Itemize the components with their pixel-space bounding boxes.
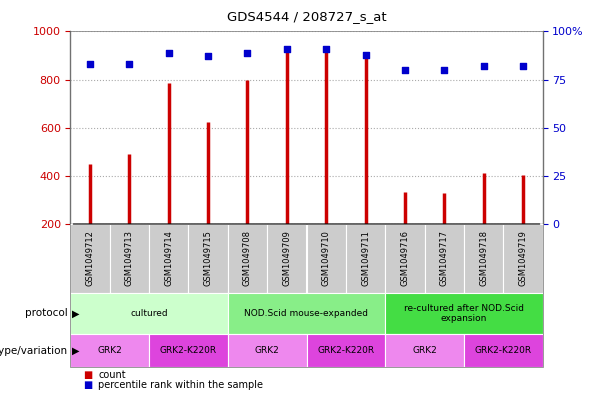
- Point: [479, 63, 489, 69]
- Text: GSM1049715: GSM1049715: [204, 230, 213, 286]
- Text: GRK2-K220R: GRK2-K220R: [160, 346, 217, 355]
- Text: GSM1049710: GSM1049710: [322, 230, 330, 286]
- Text: GSM1049712: GSM1049712: [86, 230, 94, 286]
- Text: protocol: protocol: [25, 309, 67, 318]
- Point: [164, 50, 173, 56]
- Point: [440, 67, 449, 73]
- Text: GSM1049709: GSM1049709: [283, 230, 291, 286]
- Text: cultured: cultured: [131, 309, 168, 318]
- Text: ■: ■: [83, 380, 92, 390]
- Text: GSM1049716: GSM1049716: [400, 230, 409, 286]
- Text: ▶: ▶: [72, 309, 80, 318]
- Text: genotype/variation: genotype/variation: [0, 346, 67, 356]
- Text: GRK2: GRK2: [97, 346, 122, 355]
- Text: ▶: ▶: [72, 346, 80, 356]
- Text: count: count: [98, 371, 126, 380]
- Text: GRK2-K220R: GRK2-K220R: [474, 346, 531, 355]
- Text: GSM1049719: GSM1049719: [519, 230, 527, 286]
- Text: GSM1049717: GSM1049717: [440, 230, 449, 286]
- Text: GSM1049714: GSM1049714: [164, 230, 173, 286]
- Text: GSM1049708: GSM1049708: [243, 230, 252, 286]
- Text: GRK2-K220R: GRK2-K220R: [318, 346, 375, 355]
- Point: [124, 61, 134, 67]
- Text: re-cultured after NOD.Scid
expansion: re-cultured after NOD.Scid expansion: [404, 304, 524, 323]
- Point: [360, 51, 370, 58]
- Point: [243, 50, 253, 56]
- Point: [282, 46, 292, 52]
- Point: [204, 53, 213, 60]
- Point: [518, 63, 528, 69]
- Point: [85, 61, 95, 67]
- Point: [400, 67, 409, 73]
- Text: NOD.Scid mouse-expanded: NOD.Scid mouse-expanded: [245, 309, 368, 318]
- Text: GSM1049711: GSM1049711: [361, 230, 370, 286]
- Text: GRK2: GRK2: [412, 346, 437, 355]
- Text: GRK2: GRK2: [255, 346, 280, 355]
- Text: GDS4544 / 208727_s_at: GDS4544 / 208727_s_at: [227, 10, 386, 23]
- Text: ■: ■: [83, 371, 92, 380]
- Text: GSM1049718: GSM1049718: [479, 230, 488, 286]
- Text: GSM1049713: GSM1049713: [125, 230, 134, 286]
- Text: percentile rank within the sample: percentile rank within the sample: [98, 380, 263, 390]
- Point: [321, 46, 331, 52]
